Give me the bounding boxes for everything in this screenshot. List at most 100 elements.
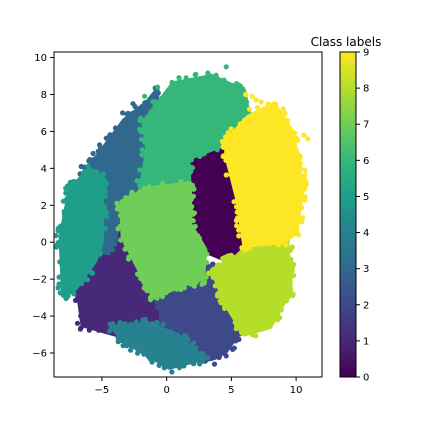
scatter-point [85,277,91,283]
scatter-point [143,283,149,289]
scatter-point [296,232,302,238]
scatter-point [55,239,61,246]
scatter-point [188,196,194,202]
scatter-point [285,265,291,271]
scatter-point [54,244,60,250]
scatter-point [190,218,196,224]
scatter-point [191,340,197,346]
scatter-point [102,188,108,194]
scatter-point [134,271,141,277]
scatter-point [178,179,184,185]
scatter-point [235,215,241,221]
scatter-point [302,185,308,192]
scatter-point [271,101,277,107]
scatter-point [144,288,150,294]
scatter-point [237,121,243,127]
scatter-point [244,99,250,105]
scatter-point [280,106,286,112]
scatter-point [105,135,111,141]
scatter-point [133,319,139,325]
scatter-point [169,369,175,375]
scatter-point [243,91,249,98]
y-tick-label: 2 [41,201,47,212]
scatter-point [61,210,67,216]
scatter-point [110,247,116,253]
scatter-point [239,330,245,336]
scatter-point [221,77,227,83]
scatter-plot [54,64,311,375]
scatter-point [85,163,91,169]
scatter-point [211,361,218,367]
scatter-point [183,75,189,81]
scatter-point [70,186,76,192]
scatter-point [234,322,240,328]
scatter-point [278,110,284,116]
colorbar-tick-label: 9 [363,48,369,59]
scatter-point [169,79,175,85]
scatter-point [110,321,116,327]
scatter-point [95,148,101,154]
scatter-point [291,272,297,278]
scatter-point [129,343,135,349]
x-tick-label: −5 [95,385,110,396]
scatter-point [100,171,107,177]
scatter-point [123,195,129,201]
scatter-point [283,298,289,304]
scatter-point [117,212,124,219]
colorbar-axis: 0 1 2 3 4 5 6 7 8 9 [356,48,369,384]
scatter-point [222,134,229,140]
scatter-point [258,99,264,105]
scatter-point [205,73,211,79]
scatter-point [183,333,189,339]
scatter-point [78,163,84,170]
scatter-point [142,100,148,106]
scatter-point [63,185,69,191]
scatter-point [155,84,161,90]
scatter-point [242,247,248,253]
colorbar-tick-label: 5 [363,192,369,203]
colorbar-tick-label: 8 [363,84,369,95]
scatter-point [233,338,239,344]
scatter-point [190,345,196,351]
scatter-point [228,171,234,178]
scatter-point [297,160,303,167]
scatter-point [54,232,59,239]
scatter-point [214,293,220,299]
scatter-point [149,322,155,328]
scatter-point [290,291,296,297]
scatter-point [61,254,67,260]
scatter-point [219,294,225,300]
scatter-point [120,110,126,116]
cluster-class-4 [107,316,211,375]
scatter-point [290,211,297,218]
scatter-point [91,320,97,326]
scatter-point [89,270,95,276]
scatter-point [71,291,77,297]
scatter-point [60,198,66,204]
scatter-point [141,351,147,357]
scatter-point [223,143,229,149]
scatter-point [114,200,120,206]
y-tick-label: 6 [41,127,47,138]
scatter-point [292,130,298,136]
scatter-point [197,153,203,159]
scatter-point [141,319,148,326]
scatter-point [220,153,226,159]
scatter-point [86,158,92,164]
scatter-point [191,210,197,216]
scatter-point [141,152,147,158]
cluster-area-5 [58,166,104,298]
scatter-point [270,311,276,317]
scatter-point [253,97,259,103]
scatter-point [282,110,288,116]
scatter-point [137,167,143,173]
scatter-point [137,126,143,132]
scatter-point [247,245,253,251]
scatter-point [238,224,244,230]
colorbar-tick-label: 0 [363,373,369,384]
scatter-point [146,184,152,190]
cluster-class-5 [54,163,110,302]
scatter-point [85,317,91,323]
scatter-point [215,354,221,360]
